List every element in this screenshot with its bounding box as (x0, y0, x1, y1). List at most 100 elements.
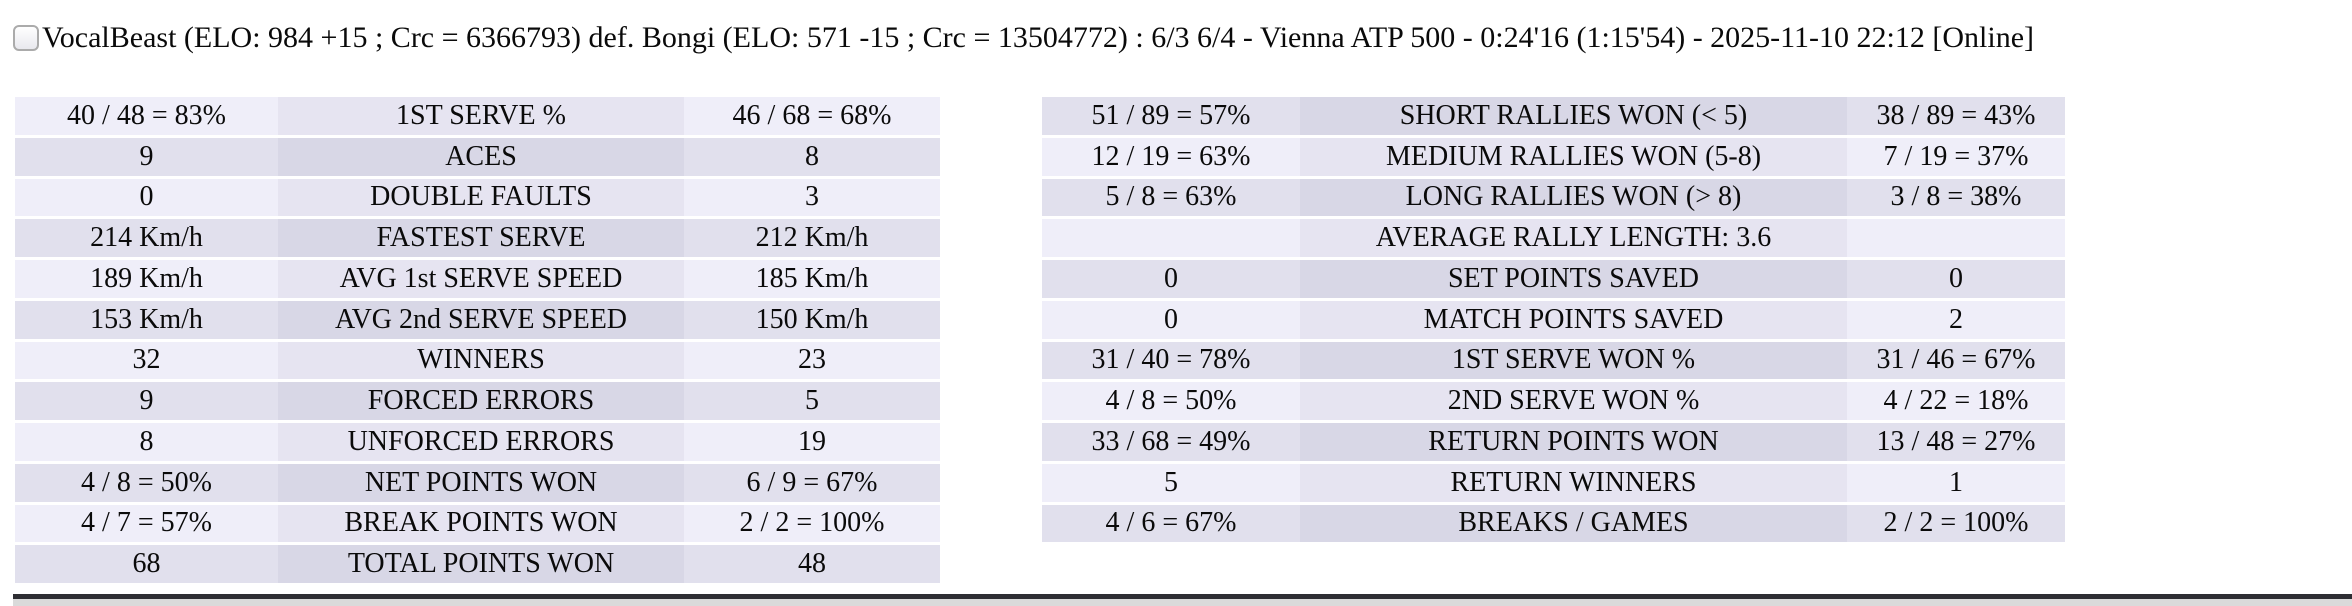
stat-label: MATCH POINTS SAVED (1300, 300, 1847, 339)
player2-value: 212 Km/h (684, 219, 940, 257)
stat-label: BREAKS / GAMES (1300, 504, 1847, 543)
player2-value: 2 / 2 = 100% (1847, 504, 2065, 543)
player1-value (1042, 219, 1300, 257)
table-row: 214 Km/h FASTEST SERVE 212 Km/h (15, 219, 940, 257)
table-row: 189 Km/h AVG 1st SERVE SPEED 185 Km/h (15, 260, 940, 298)
player2-value (1847, 219, 2065, 257)
player1-value: 4 / 8 = 50% (15, 463, 278, 502)
stat-label: SET POINTS SAVED (1300, 260, 1847, 298)
stat-label: 1ST SERVE % (278, 97, 684, 135)
player2-value: 3 (684, 178, 940, 217)
match-select-checkbox[interactable] (13, 25, 39, 51)
player1-value: 8 (15, 423, 278, 461)
table-row: 5 RETURN WINNERS 1 (1042, 463, 2065, 502)
table-row: 4 / 8 = 50% 2ND SERVE WON % 4 / 22 = 18% (1042, 382, 2065, 420)
stat-label: RETURN POINTS WON (1300, 423, 1847, 461)
table-row: 51 / 89 = 57% SHORT RALLIES WON (< 5) 38… (1042, 97, 2065, 135)
player2-value: 185 Km/h (684, 260, 940, 298)
player1-value: 68 (15, 545, 278, 583)
player2-value: 0 (1847, 260, 2065, 298)
table-row: 0 SET POINTS SAVED 0 (1042, 260, 2065, 298)
player1-value: 189 Km/h (15, 260, 278, 298)
stat-label: RETURN WINNERS (1300, 463, 1847, 502)
player1-value: 31 / 40 = 78% (1042, 341, 1300, 380)
serve-stats-table: 40 / 48 = 83% 1ST SERVE % 46 / 68 = 68% … (15, 97, 940, 586)
stat-label: UNFORCED ERRORS (278, 423, 684, 461)
player2-value: 1 (1847, 463, 2065, 502)
table-row: 40 / 48 = 83% 1ST SERVE % 46 / 68 = 68% (15, 97, 940, 135)
player2-value: 150 Km/h (684, 300, 940, 339)
player2-value: 4 / 22 = 18% (1847, 382, 2065, 420)
stat-label: LONG RALLIES WON (> 8) (1300, 178, 1847, 217)
stat-label: TOTAL POINTS WON (278, 545, 684, 583)
player1-value: 4 / 7 = 57% (15, 504, 278, 543)
stat-label: AVERAGE RALLY LENGTH: 3.6 (1300, 219, 1847, 257)
player1-value: 0 (1042, 260, 1300, 298)
stat-label: WINNERS (278, 341, 684, 380)
player2-value: 46 / 68 = 68% (684, 97, 940, 135)
player1-value: 214 Km/h (15, 219, 278, 257)
player1-value: 0 (1042, 300, 1300, 339)
table-row: 33 / 68 = 49% RETURN POINTS WON 13 / 48 … (1042, 423, 2065, 461)
rally-stats-table: 51 / 89 = 57% SHORT RALLIES WON (< 5) 38… (1042, 97, 2065, 545)
player2-value: 19 (684, 423, 940, 461)
table-row: 32 WINNERS 23 (15, 341, 940, 380)
stat-label: AVG 1st SERVE SPEED (278, 260, 684, 298)
player1-value: 9 (15, 137, 278, 176)
stat-label: MEDIUM RALLIES WON (5-8) (1300, 137, 1847, 176)
player2-value: 23 (684, 341, 940, 380)
player1-value: 5 / 8 = 63% (1042, 178, 1300, 217)
table-row: 68 TOTAL POINTS WON 48 (15, 545, 940, 583)
stat-label: BREAK POINTS WON (278, 504, 684, 543)
stat-label: FASTEST SERVE (278, 219, 684, 257)
stat-label: AVG 2nd SERVE SPEED (278, 300, 684, 339)
player1-value: 0 (15, 178, 278, 217)
player1-value: 153 Km/h (15, 300, 278, 339)
table-row: AVERAGE RALLY LENGTH: 3.6 (1042, 219, 2065, 257)
player1-value: 33 / 68 = 49% (1042, 423, 1300, 461)
stat-label: FORCED ERRORS (278, 382, 684, 420)
player1-value: 32 (15, 341, 278, 380)
player2-value: 7 / 19 = 37% (1847, 137, 2065, 176)
player1-value: 12 / 19 = 63% (1042, 137, 1300, 176)
stat-label: 2ND SERVE WON % (1300, 382, 1847, 420)
player1-value: 4 / 8 = 50% (1042, 382, 1300, 420)
table-row: 0 MATCH POINTS SAVED 2 (1042, 300, 2065, 339)
section-separator-shadow (13, 599, 2352, 606)
table-row: 4 / 6 = 67% BREAKS / GAMES 2 / 2 = 100% (1042, 504, 2065, 543)
section-separator-line (13, 594, 2352, 599)
player1-value: 40 / 48 = 83% (15, 97, 278, 135)
player2-value: 2 (1847, 300, 2065, 339)
stat-label: SHORT RALLIES WON (< 5) (1300, 97, 1847, 135)
player2-value: 48 (684, 545, 940, 583)
player1-value: 4 / 6 = 67% (1042, 504, 1300, 543)
table-row: 12 / 19 = 63% MEDIUM RALLIES WON (5-8) 7… (1042, 137, 2065, 176)
player2-value: 2 / 2 = 100% (684, 504, 940, 543)
table-row: 0 DOUBLE FAULTS 3 (15, 178, 940, 217)
table-row: 8 UNFORCED ERRORS 19 (15, 423, 940, 461)
player2-value: 31 / 46 = 67% (1847, 341, 2065, 380)
stat-label: 1ST SERVE WON % (1300, 341, 1847, 380)
match-result-text: VocalBeast (ELO: 984 +15 ; Crc = 6366793… (42, 21, 2035, 54)
player2-value: 5 (684, 382, 940, 420)
player2-value: 13 / 48 = 27% (1847, 423, 2065, 461)
table-row: 9 ACES 8 (15, 137, 940, 176)
player1-value: 5 (1042, 463, 1300, 502)
match-result-line: VocalBeast (ELO: 984 +15 ; Crc = 6366793… (13, 23, 2034, 53)
table-row: 31 / 40 = 78% 1ST SERVE WON % 31 / 46 = … (1042, 341, 2065, 380)
player1-value: 9 (15, 382, 278, 420)
player2-value: 3 / 8 = 38% (1847, 178, 2065, 217)
table-row: 4 / 8 = 50% NET POINTS WON 6 / 9 = 67% (15, 463, 940, 502)
stat-label: DOUBLE FAULTS (278, 178, 684, 217)
player2-value: 8 (684, 137, 940, 176)
player2-value: 6 / 9 = 67% (684, 463, 940, 502)
table-row: 9 FORCED ERRORS 5 (15, 382, 940, 420)
player2-value: 38 / 89 = 43% (1847, 97, 2065, 135)
player1-value: 51 / 89 = 57% (1042, 97, 1300, 135)
stat-label: ACES (278, 137, 684, 176)
stat-label: NET POINTS WON (278, 463, 684, 502)
table-row: 5 / 8 = 63% LONG RALLIES WON (> 8) 3 / 8… (1042, 178, 2065, 217)
table-row: 153 Km/h AVG 2nd SERVE SPEED 150 Km/h (15, 300, 940, 339)
table-row: 4 / 7 = 57% BREAK POINTS WON 2 / 2 = 100… (15, 504, 940, 543)
